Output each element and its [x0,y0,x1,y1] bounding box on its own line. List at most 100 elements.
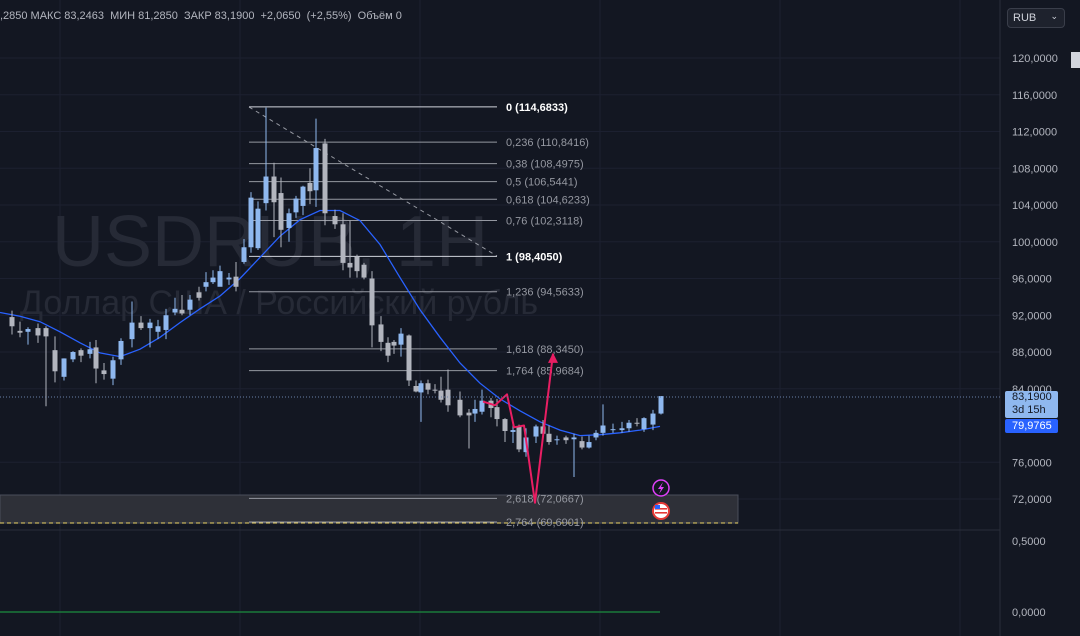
candle [502,418,508,443]
price-tick-label: 104,0000 [1012,200,1058,212]
candle [203,272,209,292]
candle-body [300,186,306,206]
candle-body [600,425,606,433]
candle [43,326,49,407]
candle-body [332,216,338,225]
candle-body [263,176,269,204]
candle-body [650,413,656,425]
candle [118,338,124,365]
candle [138,316,144,330]
candle [641,417,647,432]
low-value: 81,2850 [138,10,178,22]
candle-body [502,419,508,432]
price-tick-label: 116,0000 [1012,90,1057,102]
ohlc-legend: ,2850 МАКС 83,2463 МИН 81,2850 ЗАКР 83,1900 … [0,10,405,22]
candle-body [179,309,185,314]
chart-events [652,479,670,520]
candle-body [101,370,107,375]
candle [187,295,193,316]
watermark-symbol: USDRUB, 1H [52,202,488,282]
price-tick-label: 100,0000 [1012,237,1058,249]
candle-body [203,282,209,287]
candle [263,107,269,211]
candle-body [516,426,522,450]
candle [457,391,463,418]
candle [658,396,664,415]
candle-body [25,329,31,332]
candle-body [634,422,640,424]
low-label: МИН [110,10,136,22]
candle [406,334,412,386]
candle [129,301,135,348]
lightning-icon [652,479,670,497]
candle-body [354,256,360,272]
candle-body [369,278,375,326]
candle [248,192,254,253]
high-label: МАКС [30,10,62,22]
candle-body [172,308,178,313]
pattern-drawing [482,352,558,504]
candle-body [196,292,202,298]
candle [610,423,616,433]
candle-body [233,276,239,287]
candle [210,270,216,285]
ma-value: 79,9765 [1012,420,1052,432]
candle-body [35,328,41,336]
candle-body [438,390,444,400]
chevron-down-icon: ⌄ [1050,11,1058,21]
candle-body [533,426,539,437]
fib-level-label: 0,5 (106,5441) [506,177,578,189]
fib-extension-zone [0,494,739,524]
candle-body [9,317,15,327]
candle [93,340,99,384]
indicator-tick-label: 0,5000 [1012,536,1046,548]
candle-body [110,360,116,379]
price-tick-label: 96,0000 [1012,274,1052,286]
indicator-tick-label: 0,0000 [1012,607,1046,619]
candle [322,138,328,226]
candle [293,195,299,218]
us-flag-icon [652,502,670,520]
candle-body [494,407,500,420]
currency-selector[interactable]: RUB ⌄ [1007,8,1065,28]
candle [196,286,202,301]
price-axis: 120,0000 116,0000 112,0000 108,0000 104,0000… [0,0,1058,636]
candle-body [626,422,632,429]
candle [472,399,478,422]
candle [418,380,424,422]
candle [563,435,569,444]
candle [488,397,494,418]
candle-body [554,439,560,441]
candle [217,265,223,287]
candle-body [278,193,284,230]
candle [278,177,284,248]
candle-body [217,271,223,287]
fib-level-label: 2,764 (69,6901) [506,517,584,529]
candle [226,272,232,285]
candle [571,433,577,477]
candle [593,430,599,441]
candle-body [293,198,299,213]
fib-level-label: 0,38 (108,4975) [506,159,584,171]
candle-body [307,182,313,192]
candle [361,262,367,280]
candle [155,319,161,340]
candle-body [466,412,472,416]
candle-body [510,430,516,432]
candle [432,384,438,394]
candle [52,336,58,383]
candle [313,118,319,207]
candle-body [52,350,58,372]
candle [35,323,41,343]
candle [533,424,539,443]
scroll-handle[interactable] [1071,52,1080,68]
candle [479,389,485,415]
candle-body [129,322,135,340]
candle [354,254,360,278]
candle [271,162,277,238]
candle-body [658,396,664,414]
moving-average-line [0,209,661,437]
candle-body [210,277,216,283]
candle-body [457,399,463,416]
